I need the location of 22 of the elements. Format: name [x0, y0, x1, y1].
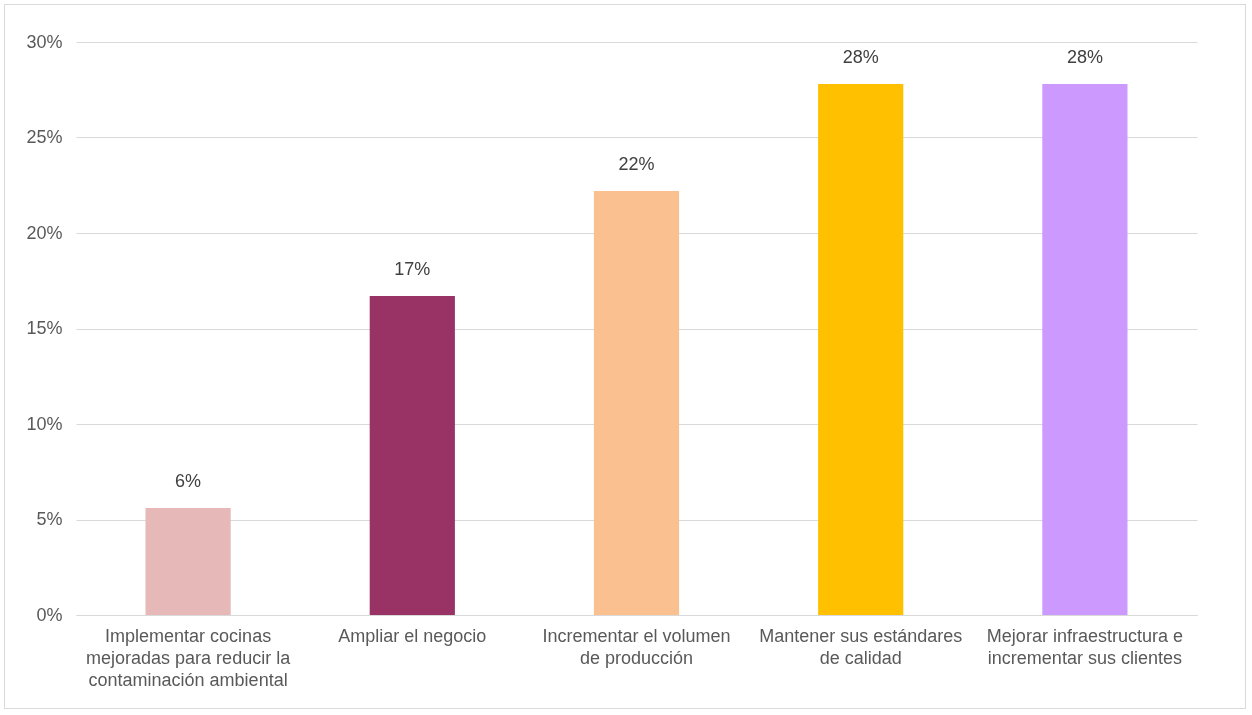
x-tick-label: Incrementar el volumen de producción: [542, 625, 731, 668]
bar: [593, 190, 680, 615]
bar: [1042, 84, 1128, 615]
data-label: 28%: [1066, 47, 1103, 68]
data-label: 17%: [394, 259, 431, 280]
x-tick-label: Mantener sus estándares de calidad: [759, 625, 963, 668]
bar: [145, 508, 231, 615]
bar: [369, 296, 455, 615]
y-tick-label: 5%: [36, 509, 63, 529]
data-label: 28%: [842, 47, 879, 68]
x-tick-label: Implementar cocinas mejoradas para reducir la contaminación ambiental: [86, 625, 292, 690]
y-tick-label: 30%: [26, 31, 63, 52]
y-tick-label: 25%: [26, 127, 63, 147]
x-tick-label: Mejorar infraestructura e incrementar sus clientes: [986, 625, 1183, 668]
y-tick-label: 15%: [26, 318, 63, 338]
bar: [818, 84, 904, 615]
data-label: 22%: [618, 153, 655, 174]
y-tick-label: 0%: [36, 604, 63, 625]
x-tick-label: Ampliar el negocio: [338, 625, 487, 646]
data-label: 6%: [175, 471, 202, 492]
y-tick-label: 20%: [26, 222, 63, 243]
y-tick-label: 10%: [26, 413, 63, 434]
